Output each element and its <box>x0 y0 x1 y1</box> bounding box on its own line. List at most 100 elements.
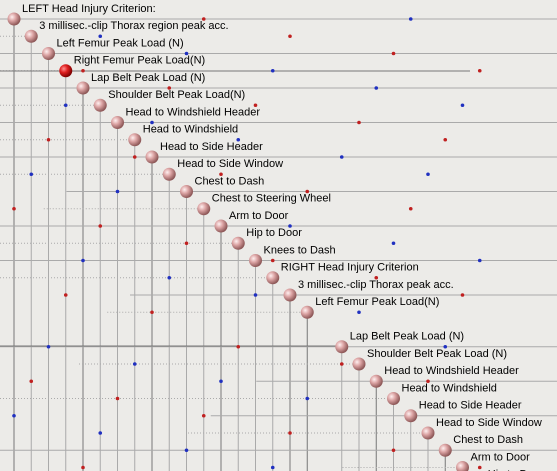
node[interactable] <box>438 443 452 457</box>
marker <box>46 137 51 142</box>
marker <box>374 86 379 90</box>
marker <box>253 293 258 297</box>
node-label: Chest to Steering Wheel <box>212 193 331 205</box>
marker <box>46 344 51 349</box>
node-label: Knees to Dash <box>264 244 336 256</box>
node-label: Head to Side Window <box>436 417 542 429</box>
marker <box>270 465 275 470</box>
node[interactable] <box>128 133 142 147</box>
node[interactable] <box>111 116 124 129</box>
marker <box>339 362 344 366</box>
node[interactable] <box>42 47 55 60</box>
marker <box>81 68 85 73</box>
node[interactable] <box>352 357 366 371</box>
nodes: LEFT Head Injury Criterion: 3 millisec.-c… <box>7 3 544 471</box>
marker <box>81 465 85 470</box>
marker <box>150 120 154 125</box>
node-label: Chest to Dash <box>453 434 523 446</box>
marker <box>219 172 223 177</box>
node-label: Head to Windshield <box>402 382 497 394</box>
node-label: 3 millisec.-clip Thorax peak acc. <box>298 279 454 291</box>
marker <box>132 155 137 159</box>
node-label: Head to Side Header <box>160 141 263 153</box>
marker <box>63 103 68 108</box>
node[interactable] <box>24 29 38 43</box>
node[interactable] <box>421 426 435 440</box>
node[interactable] <box>214 219 228 233</box>
node-label: Chest to Dash <box>195 175 265 187</box>
marker <box>81 258 85 263</box>
node-label: Shoulder Belt Peak Load(N) <box>108 89 245 101</box>
marker <box>374 275 379 280</box>
node[interactable] <box>180 185 193 198</box>
marker <box>201 17 206 21</box>
marker <box>408 17 413 21</box>
marker <box>63 293 68 297</box>
marker <box>132 362 137 366</box>
marker <box>460 293 465 297</box>
marker <box>98 34 103 39</box>
node-label: Head to Windshield <box>143 124 238 136</box>
marker <box>391 448 396 453</box>
node[interactable] <box>145 150 159 164</box>
node[interactable] <box>249 254 262 267</box>
marker <box>391 241 396 246</box>
marker <box>115 396 120 401</box>
marker <box>236 344 241 349</box>
marker <box>167 275 172 280</box>
marker <box>219 379 223 384</box>
node[interactable] <box>456 461 469 471</box>
node-label: Arm to Door <box>229 210 289 222</box>
node[interactable] <box>369 374 383 388</box>
marker <box>460 103 465 108</box>
node[interactable] <box>300 305 314 319</box>
node-label: RIGHT Head Injury Criterion <box>281 262 419 274</box>
marker <box>477 465 482 470</box>
markers <box>12 17 482 470</box>
marker <box>201 413 206 418</box>
node-label: Left Femur Peak Load (N) <box>57 37 184 49</box>
node[interactable] <box>76 81 90 95</box>
marker <box>29 379 34 384</box>
marker <box>98 224 103 228</box>
marker <box>115 189 120 194</box>
node-label: Head to Windshield Header <box>384 365 519 377</box>
marker <box>477 68 482 73</box>
marker <box>270 68 275 73</box>
node[interactable] <box>335 340 349 354</box>
node-label: Shoulder Belt Peak Load (N) <box>367 348 507 360</box>
marker <box>288 34 292 39</box>
node[interactable] <box>404 409 418 423</box>
marker <box>443 137 448 142</box>
links <box>0 18 557 471</box>
node-label: Head to Side Header <box>419 400 522 412</box>
marker <box>270 258 275 263</box>
node[interactable] <box>59 64 73 78</box>
marker <box>184 51 189 56</box>
node-label: Hip to Door <box>488 469 544 471</box>
marker <box>288 224 292 228</box>
node[interactable] <box>162 167 176 181</box>
marker <box>339 155 344 159</box>
node[interactable] <box>7 12 21 26</box>
node-label: Head to Side Window <box>177 158 283 170</box>
marker <box>357 310 361 315</box>
marker <box>305 396 310 401</box>
node[interactable] <box>197 202 211 216</box>
node-label: Lap Belt Peak Load (N) <box>350 331 464 343</box>
node-label: 3 millisec.-clip Thorax region peak acc. <box>39 20 228 32</box>
marker <box>184 241 189 246</box>
node[interactable] <box>283 288 297 302</box>
marker <box>426 379 430 384</box>
marker <box>426 172 430 177</box>
node-label: Head to Windshield Header <box>126 106 261 118</box>
node[interactable] <box>231 236 245 250</box>
marker <box>167 86 172 90</box>
node[interactable] <box>93 98 107 112</box>
marker <box>288 431 292 435</box>
marker <box>12 413 16 418</box>
node[interactable] <box>387 392 400 405</box>
node[interactable] <box>266 271 280 285</box>
